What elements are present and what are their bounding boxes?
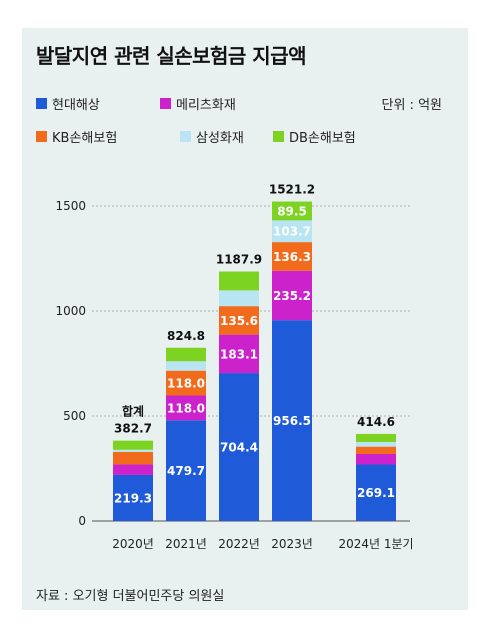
total-value-label: 1187.9 xyxy=(216,253,262,267)
legend-item-db: DB손해보험 xyxy=(273,127,356,146)
legend-label: 현대해상 xyxy=(52,98,100,113)
segment-value-label: 135.6 xyxy=(220,314,258,328)
x-category-label: 2023년 xyxy=(271,537,313,551)
legend-swatch xyxy=(36,131,47,142)
total-caption: 합계 xyxy=(122,404,144,419)
legend-item-kb: KB손해보험 xyxy=(36,127,117,146)
bar-segment xyxy=(113,474,153,521)
segment-value-label: 183.1 xyxy=(220,347,258,361)
bar-segment xyxy=(356,464,396,521)
y-tick-label: 1500 xyxy=(55,199,86,213)
bar-segment xyxy=(356,446,396,454)
legend-swatch xyxy=(160,98,171,109)
bar-segment xyxy=(219,306,259,335)
bar-segment xyxy=(356,442,396,447)
legend-swatch xyxy=(36,98,47,109)
segment-value-label: 704.4 xyxy=(220,441,258,455)
bar-segment xyxy=(113,449,153,452)
total-value-label: 1521.2 xyxy=(269,183,315,197)
legend-label: DB손해보험 xyxy=(289,131,356,146)
segment-value-label: 118.0 xyxy=(167,401,205,415)
legend-item-samsung: 삼성화재 xyxy=(180,127,244,146)
chart-title: 발달지연 관련 실손보험금 지급액 xyxy=(36,44,307,68)
segment-value-label: 956.5 xyxy=(273,414,311,428)
bar-segment xyxy=(166,395,206,421)
unit-label: 단위 : 억원 xyxy=(381,98,443,113)
bar-segment xyxy=(166,370,206,396)
bar-segment xyxy=(272,270,312,321)
total-value-label: 382.7 xyxy=(114,422,152,436)
segment-value-label: 269.1 xyxy=(357,486,395,500)
bar-segment xyxy=(219,290,259,307)
bar-segment xyxy=(272,242,312,271)
segment-value-label: 136.3 xyxy=(273,250,311,264)
bar-segment xyxy=(166,347,206,362)
bar-segment xyxy=(166,420,206,521)
segment-value-label: 89.5 xyxy=(277,204,307,218)
bar-segment xyxy=(219,373,259,521)
legend-item-meritz: 메리츠화재 xyxy=(160,94,236,113)
x-category-label: 2020년 xyxy=(112,537,154,551)
bar-segment xyxy=(272,201,312,221)
bar-segment xyxy=(356,453,396,465)
segment-value-label: 103.7 xyxy=(273,225,311,239)
bar-segment xyxy=(356,433,396,443)
bar-segment xyxy=(113,451,153,465)
y-tick-label: 0 xyxy=(78,514,86,528)
segment-value-label: 479.7 xyxy=(167,464,205,478)
bar-segment xyxy=(113,440,153,450)
bar-segment xyxy=(272,220,312,243)
segment-value-label: 235.2 xyxy=(273,289,311,303)
total-value-label: 414.6 xyxy=(357,415,395,429)
y-tick-label: 1000 xyxy=(55,304,86,318)
y-tick-label: 500 xyxy=(63,409,86,423)
source-note: 자료 : 오기형 더불어민주당 의원실 xyxy=(36,589,225,604)
bar-segment xyxy=(272,320,312,521)
legend-swatch xyxy=(180,131,191,142)
legend-swatch xyxy=(273,131,284,142)
bar-segment xyxy=(166,361,206,371)
bar-segment xyxy=(219,271,259,291)
legend-item-hyundai: 현대해상 xyxy=(36,94,100,113)
legend-label: 삼성화재 xyxy=(196,131,244,146)
total-value-label: 824.8 xyxy=(167,329,205,343)
segment-value-label: 219.3 xyxy=(114,491,152,505)
legend-label: 메리츠화재 xyxy=(176,98,236,113)
x-category-label: 2021년 xyxy=(165,537,207,551)
x-category-label: 2024년 1분기 xyxy=(338,537,413,551)
x-category-label: 2022년 xyxy=(218,537,260,551)
legend-label: KB손해보험 xyxy=(52,131,118,146)
segment-value-label: 118.0 xyxy=(167,377,205,391)
bar-segment xyxy=(219,334,259,374)
bar-segment xyxy=(113,464,153,475)
